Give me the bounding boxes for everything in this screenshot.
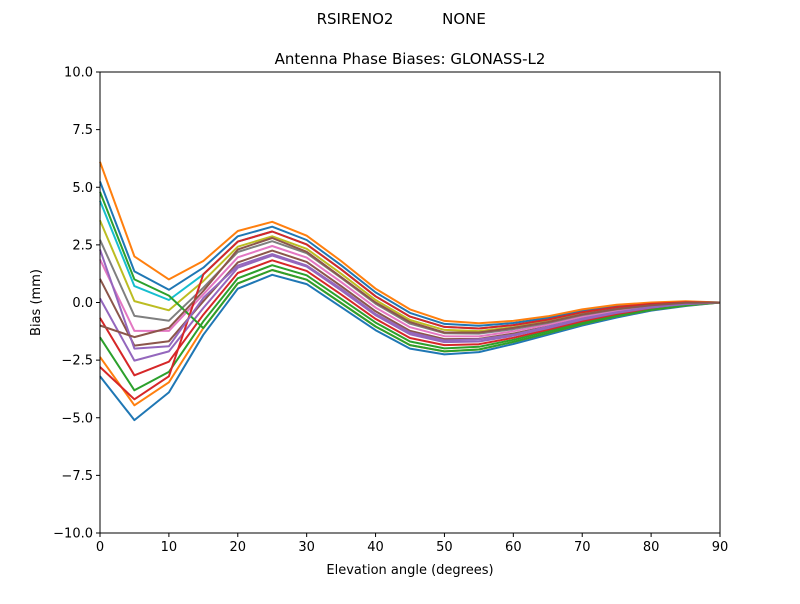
y-tick-label: −7.5 bbox=[61, 469, 93, 484]
y-axis: 10.0 7.5 5.0 2.5 0.0 −2.5 −5.0 −7.5 −10.0 bbox=[53, 66, 100, 542]
y-tick-label: 2.5 bbox=[72, 238, 93, 253]
series-line-s2 bbox=[99, 264, 721, 392]
x-tick-label: 40 bbox=[367, 540, 384, 555]
x-tick-label: 60 bbox=[505, 540, 522, 555]
x-tick-label: 30 bbox=[298, 540, 315, 555]
y-tick-label: 10.0 bbox=[64, 66, 93, 81]
x-tick-label: 0 bbox=[96, 540, 104, 555]
y-tick-label: −5.0 bbox=[61, 411, 93, 426]
x-tick-label: 10 bbox=[161, 540, 178, 555]
y-axis-label: Bias (mm) bbox=[29, 269, 44, 336]
x-tick-label: 80 bbox=[643, 540, 660, 555]
series-line-s13 bbox=[99, 230, 721, 401]
series-line-s3 bbox=[99, 259, 721, 377]
suptitle-station: RSIRENO2 bbox=[317, 10, 394, 28]
series-lines bbox=[99, 161, 721, 422]
series-line-s15 bbox=[99, 237, 721, 339]
x-tick-label: 70 bbox=[574, 540, 591, 555]
y-tick-label: 0.0 bbox=[72, 296, 93, 311]
x-axis: 0 10 20 30 40 50 60 70 80 90 bbox=[96, 533, 728, 555]
chart-title: Antenna Phase Biases: GLONASS-L2 bbox=[275, 50, 546, 68]
series-line-s12 bbox=[99, 191, 721, 353]
series-line-s6 bbox=[99, 245, 721, 338]
x-tick-label: 20 bbox=[230, 540, 247, 555]
series-line-s14 bbox=[99, 249, 721, 350]
y-tick-label: −2.5 bbox=[61, 354, 93, 369]
suptitle-radome: NONE bbox=[442, 10, 486, 28]
y-tick-label: 5.0 bbox=[72, 181, 93, 196]
x-tick-label: 50 bbox=[436, 540, 453, 555]
y-tick-label: −10.0 bbox=[53, 527, 93, 542]
y-tick-label: 7.5 bbox=[72, 123, 93, 138]
series-line-s10 bbox=[99, 181, 721, 327]
series-line-s11 bbox=[99, 161, 721, 325]
x-tick-label: 90 bbox=[712, 540, 729, 555]
series-line-s0 bbox=[99, 273, 721, 422]
x-axis-label: Elevation angle (degrees) bbox=[326, 563, 493, 578]
